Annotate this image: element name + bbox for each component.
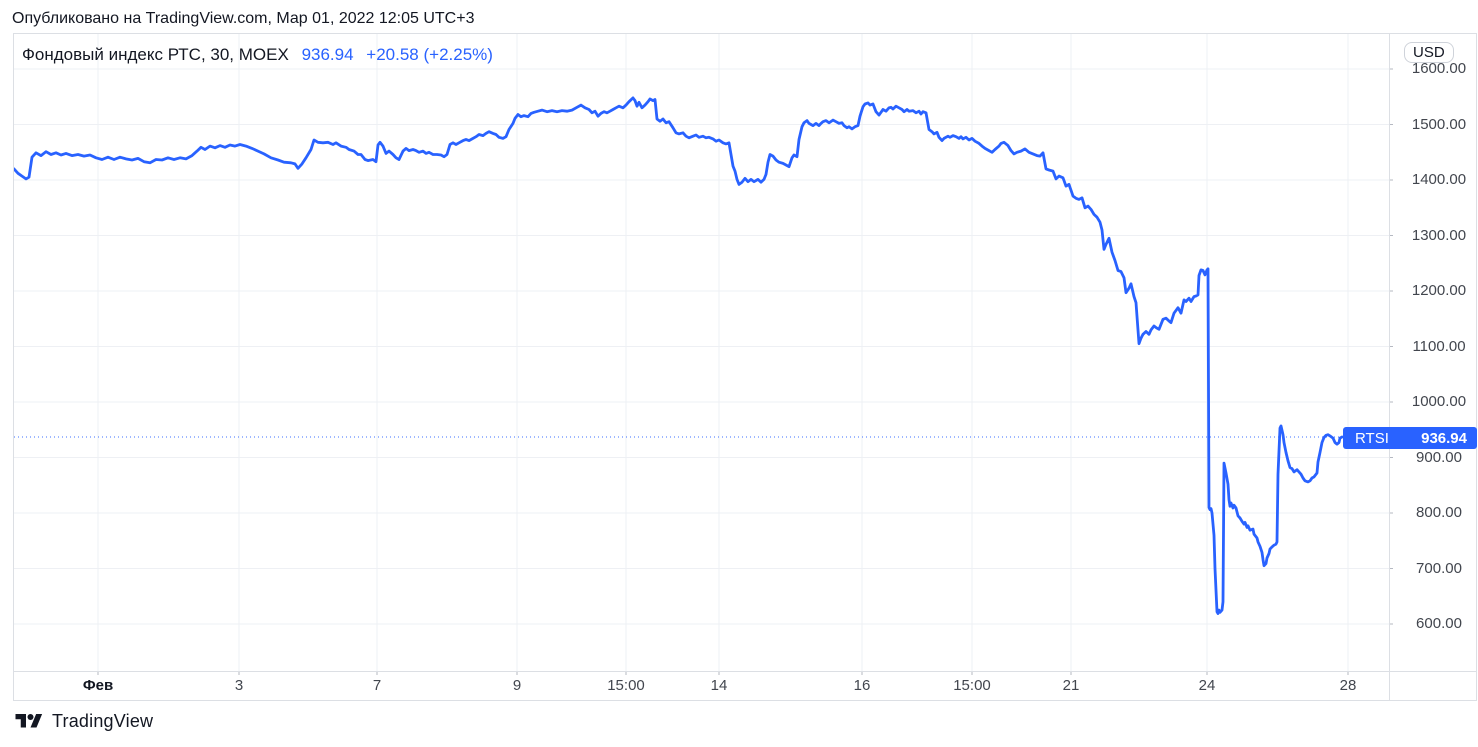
time-axis-label: Фев (82, 677, 114, 694)
price-axis-label: 900.00 (1416, 448, 1462, 466)
legend-symbol: Фондовый индекс РТС, 30, MOEX (22, 45, 289, 64)
price-axis-label: 700.00 (1416, 559, 1462, 577)
time-axis-label: 9 (512, 677, 522, 694)
price-line-series (14, 96, 1344, 615)
legend-price: 936.94 (301, 45, 354, 64)
price-axis-label: 1100.00 (1412, 337, 1466, 355)
chart-frame: Фондовый индекс РТС, 30, MOEX 936.94 +20… (13, 33, 1477, 701)
time-axis-label: 16 (853, 677, 871, 694)
brand-name[interactable]: TradingView (52, 711, 154, 731)
time-axis-label: 14 (710, 677, 728, 694)
price-axis-label: 1500.00 (1411, 115, 1467, 133)
time-axis-label: 24 (1198, 677, 1216, 694)
chart-legend: Фондовый индекс РТС, 30, MOEX 936.94 +20… (22, 45, 493, 65)
legend-change: +20.58 (+2.25%) (366, 45, 493, 64)
time-axis-separator (14, 671, 1476, 672)
price-axis-label: 1000.00 (1411, 393, 1467, 410)
price-tag-ticker: RTSI (1355, 429, 1389, 447)
time-axis-label: 7 (372, 677, 382, 694)
footer: TradingView (14, 711, 153, 732)
price-axis-label: 600.00 (1416, 615, 1462, 632)
axis-tick-marks (97, 68, 1393, 675)
currency-badge: USD (1404, 42, 1454, 63)
price-tag-value: 936.94 (1421, 429, 1467, 447)
gridlines (14, 34, 1389, 671)
time-axis-label: 28 (1339, 677, 1357, 694)
tradingview-logo-icon[interactable] (14, 711, 44, 732)
price-axis-label: 800.00 (1416, 504, 1462, 521)
price-axis-separator (1389, 34, 1390, 700)
time-axis-label: 15:00 (953, 677, 991, 694)
last-price-label: RTSI 936.94 (1343, 427, 1477, 449)
publish-caption: Опубликовано на TradingView.com, Мар 01,… (12, 10, 475, 27)
price-axis-label: 1200.00 (1411, 282, 1467, 299)
price-axis-label: 1300.00 (1411, 226, 1467, 244)
time-axis-label: 15:00 (607, 677, 645, 694)
time-axis-label: 3 (234, 677, 244, 694)
plot-canvas[interactable] (14, 34, 1478, 702)
price-axis-label: 1600.00 (1411, 60, 1467, 77)
time-axis-label: 21 (1062, 677, 1080, 694)
price-axis-label: 1400.00 (1411, 171, 1467, 188)
